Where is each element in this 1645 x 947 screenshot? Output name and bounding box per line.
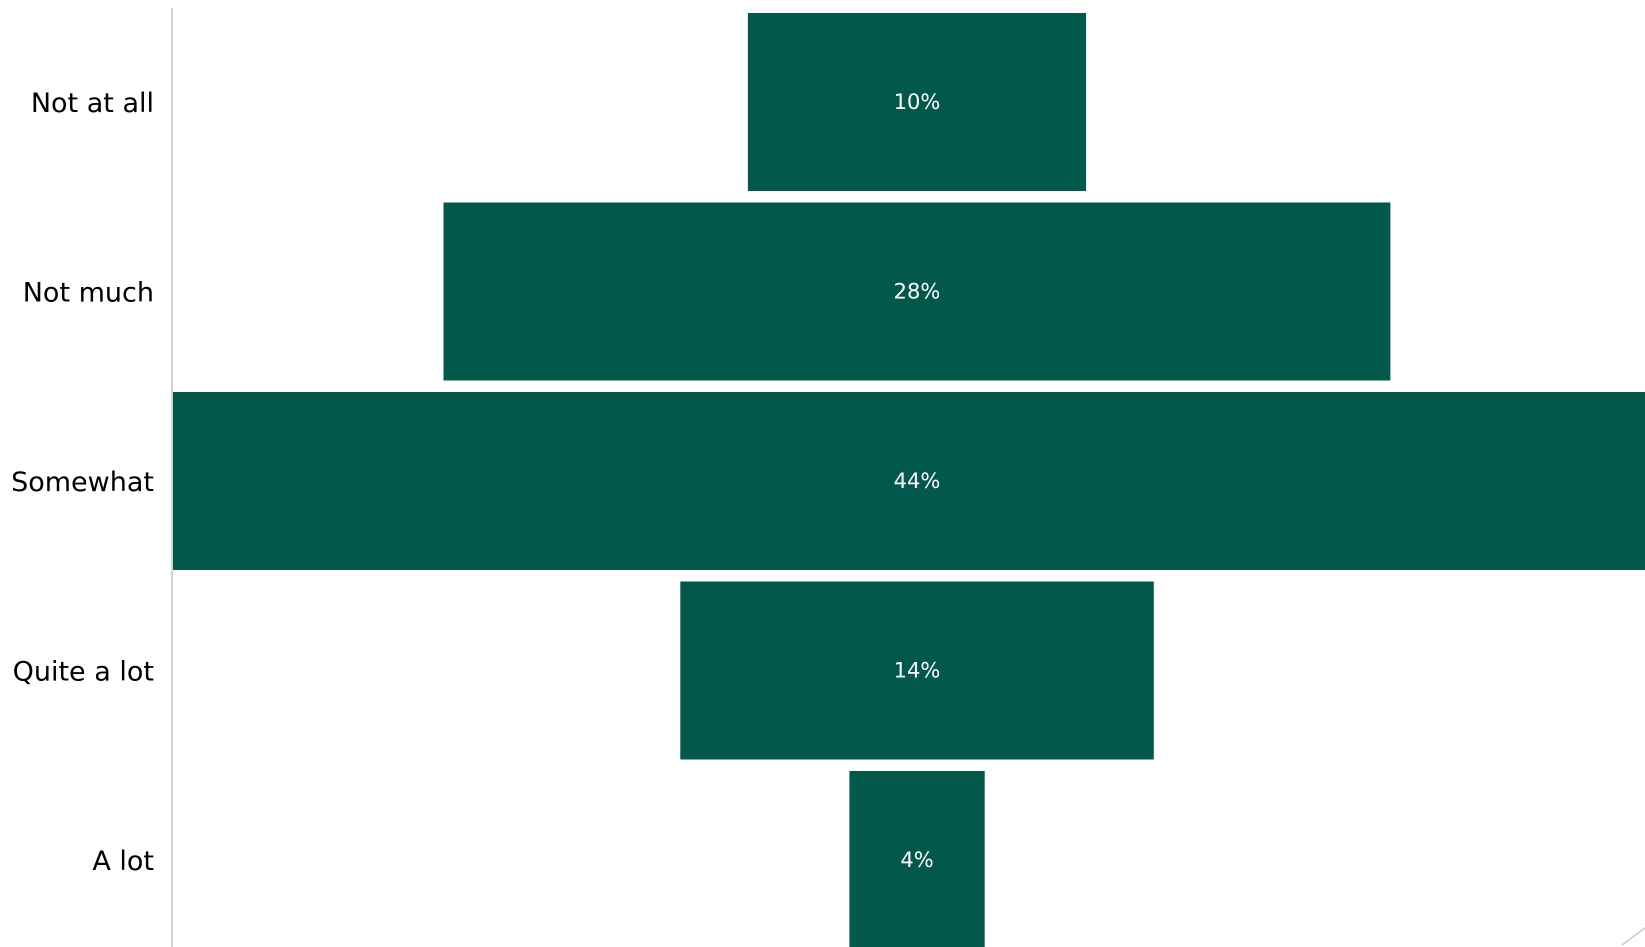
category-label: A lot (92, 846, 154, 877)
category-label: Not much (23, 278, 154, 309)
bar-a-lot (849, 771, 985, 947)
category-labels-group: Not at all Not much Somewhat Quite a lot A l… (11, 88, 154, 877)
bar-somewhat (173, 392, 1645, 570)
value-label: 28% (894, 280, 941, 304)
bars-group (173, 13, 1645, 947)
corner-decoration (1621, 927, 1645, 946)
value-label: 44% (894, 469, 941, 493)
value-labels-group: 10% 28% 44% 14% 4% (894, 90, 941, 872)
value-label: 10% (894, 90, 941, 114)
value-label: 4% (900, 848, 933, 872)
bar-not-at-all (747, 13, 1087, 191)
category-label: Somewhat (11, 467, 154, 498)
value-label: 14% (894, 659, 941, 683)
category-label: Quite a lot (13, 657, 154, 688)
bar-not-much (443, 202, 1391, 381)
category-label: Not at all (31, 88, 154, 119)
bar-quite-a-lot (680, 581, 1154, 760)
